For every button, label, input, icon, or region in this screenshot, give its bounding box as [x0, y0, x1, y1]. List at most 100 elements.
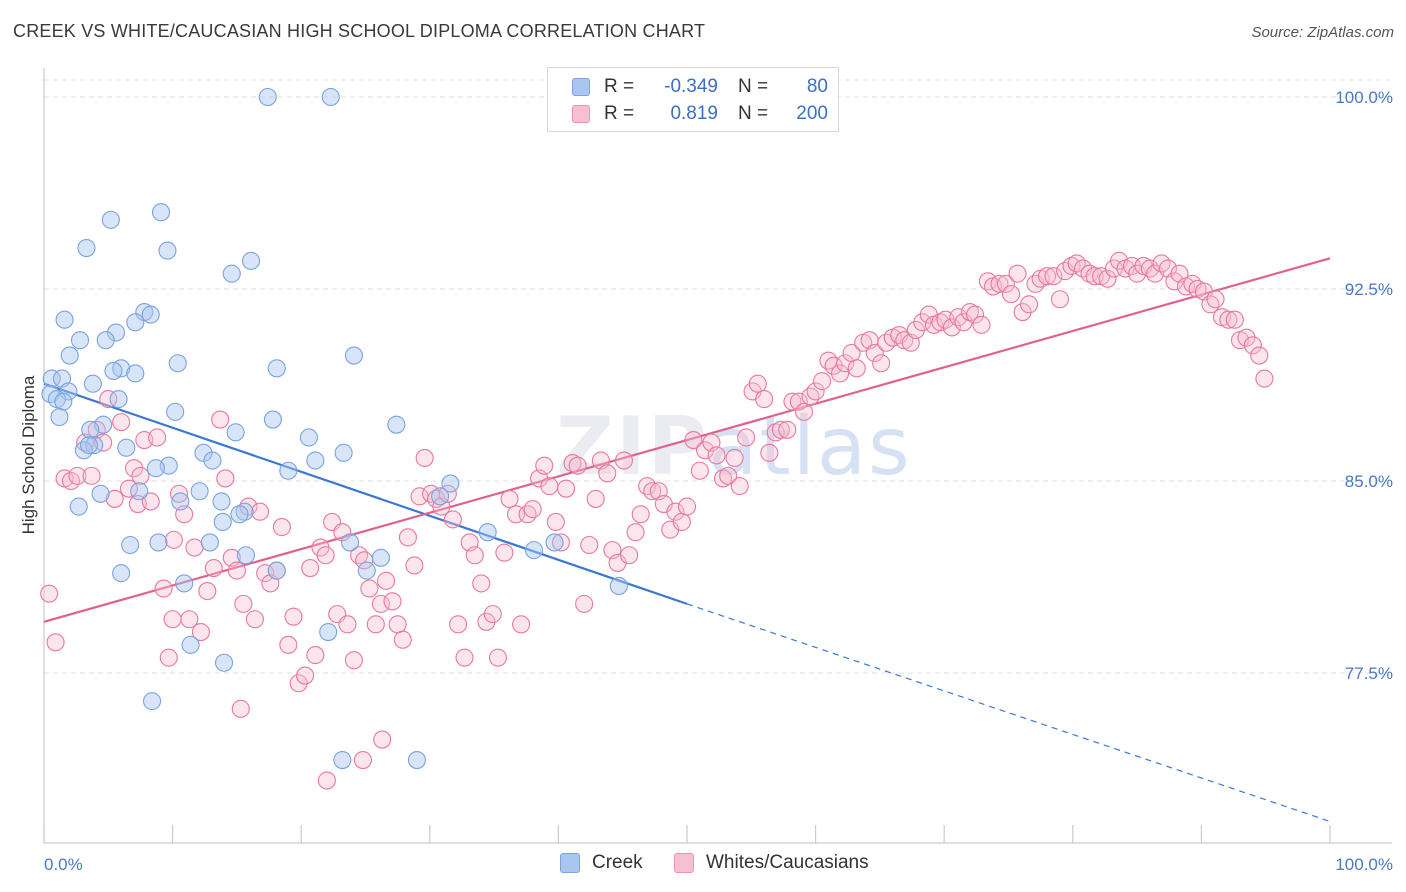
- creek-point: [166, 402, 185, 421]
- whites-point: [500, 489, 519, 508]
- legend-r-value-creek: -0.349: [664, 76, 718, 97]
- whites-point: [99, 390, 118, 409]
- creek-trend-extension: [686, 603, 1331, 823]
- creek-point: [478, 523, 497, 542]
- whites-point: [966, 305, 985, 324]
- whites-point: [824, 356, 843, 375]
- whites-point: [586, 489, 605, 508]
- creek-point: [96, 331, 115, 350]
- whites-point: [46, 633, 65, 652]
- creek-point: [77, 238, 96, 258]
- whites-point: [112, 413, 131, 432]
- whites-point: [169, 484, 189, 503]
- whites-point: [211, 410, 230, 429]
- bottom-legend-swatch-whites: [674, 853, 694, 873]
- creek-point: [333, 750, 352, 770]
- creek-point: [101, 210, 120, 229]
- creek-point: [267, 359, 286, 378]
- whites-point: [1038, 267, 1057, 286]
- whites-point: [316, 546, 335, 565]
- whites-point: [284, 607, 303, 626]
- whites-point: [1080, 264, 1099, 283]
- whites-point: [748, 374, 767, 393]
- whites-point: [154, 579, 173, 598]
- whites-point: [1050, 290, 1069, 309]
- creek-point: [212, 492, 231, 511]
- whites-point: [1140, 259, 1160, 278]
- whites-point: [638, 477, 657, 496]
- y-tick-label: 100.0%: [1335, 88, 1393, 107]
- bottom-legend-swatch-creek: [560, 853, 580, 873]
- whites-point: [495, 543, 514, 562]
- creek-point: [109, 390, 128, 409]
- whites-point: [978, 272, 997, 291]
- creek-point: [236, 546, 255, 565]
- creek-point: [258, 87, 277, 107]
- whites-point: [344, 651, 363, 670]
- whites-point: [778, 420, 797, 439]
- legend-n-value-creek: 80: [806, 76, 828, 97]
- whites-point: [580, 535, 599, 555]
- whites-point: [713, 469, 733, 488]
- watermark: ZIPatlas: [556, 400, 912, 493]
- whites-point: [405, 556, 424, 575]
- whites-point: [227, 561, 246, 580]
- creek-point: [387, 415, 406, 434]
- creek-point: [545, 533, 564, 552]
- creek-point: [407, 750, 426, 770]
- whites-point: [563, 454, 582, 473]
- creek-point: [69, 497, 88, 516]
- whites-point: [1201, 295, 1220, 314]
- creek-point: [181, 635, 200, 654]
- chart-title: CREEK VS WHITE/CAUCASIAN HIGH SCHOOL DIP…: [13, 21, 706, 41]
- whites-point: [289, 674, 308, 693]
- whites-point: [783, 392, 802, 411]
- whites-point: [216, 469, 235, 488]
- creek-point: [263, 410, 282, 429]
- tick-labels: 77.5% 85.0% 92.5% 100.0% 0.0% 100.0%: [44, 88, 1393, 874]
- whites-point: [449, 615, 468, 634]
- creek-point: [104, 361, 123, 380]
- whites-point: [931, 313, 950, 332]
- whites-point: [131, 466, 150, 485]
- whites-point: [1098, 269, 1117, 288]
- creek-point: [149, 533, 168, 552]
- whites-point: [695, 441, 715, 460]
- creek-point: [85, 436, 104, 455]
- y-tick-label: 92.5%: [1345, 280, 1393, 299]
- whites-point: [684, 430, 703, 450]
- creek-point: [279, 461, 298, 480]
- whites-point: [1008, 264, 1027, 283]
- whites-point: [546, 512, 565, 532]
- whites-point: [353, 750, 372, 770]
- creek-point: [371, 548, 390, 567]
- whites-point: [443, 510, 462, 529]
- whites-point: [614, 451, 634, 470]
- whites-point: [82, 466, 101, 485]
- creek-point: [55, 310, 74, 329]
- whites-point: [540, 477, 559, 496]
- whites-point: [393, 630, 412, 649]
- whites-point: [535, 456, 554, 475]
- creek-point: [357, 561, 376, 580]
- whites-point: [141, 492, 160, 511]
- whites-point: [830, 364, 850, 383]
- whites-point: [523, 500, 542, 519]
- bottom-legend-creek: Creek: [560, 852, 643, 874]
- whites-point: [306, 646, 325, 665]
- whites-point: [301, 558, 320, 578]
- whites-point: [913, 313, 932, 332]
- creek-point: [609, 576, 628, 596]
- creek-point: [299, 428, 318, 447]
- legend-swatch-whites: [572, 105, 590, 123]
- whites-point: [455, 648, 474, 667]
- creek-point: [321, 87, 340, 107]
- whites-point: [755, 390, 774, 409]
- whites-point: [518, 505, 537, 524]
- legend-n-value-whites: 200: [796, 103, 828, 124]
- whites-point: [350, 546, 369, 565]
- whites-point: [1013, 302, 1032, 322]
- whites-point: [801, 387, 820, 406]
- whites-point: [159, 648, 178, 667]
- bottom-legend-label-whites: Whites/Caucasians: [706, 852, 869, 873]
